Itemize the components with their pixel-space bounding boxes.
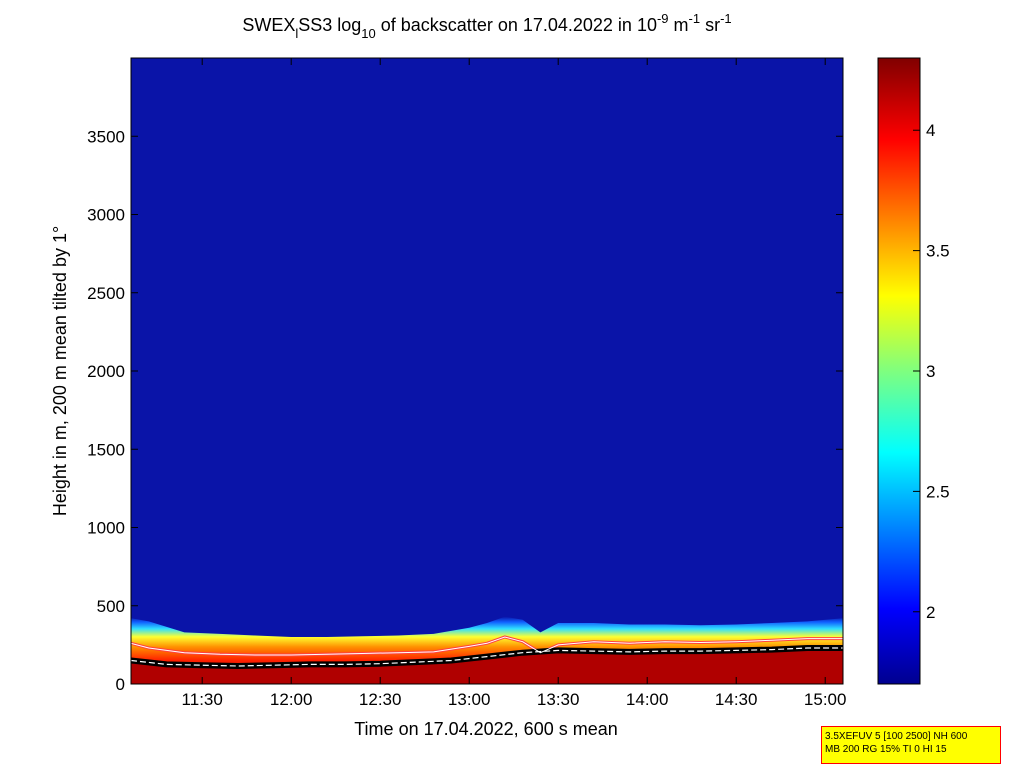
colorbar-tick-label: 2 [926,603,935,622]
info-line-2: MB 200 RG 15% TI 0 HI 15 [825,744,947,755]
y-tick-label: 0 [116,675,125,694]
title-sup-d: -1 [689,11,701,26]
title-sup-c: -9 [657,11,669,26]
backscatter-field [131,58,843,684]
x-tick-label: 15:00 [804,690,847,709]
processing-info-box: 3.5XEFUV 5 [100 2500] NH 600 MB 200 RG 1… [821,726,1001,764]
y-tick-label: 3000 [87,206,125,225]
plot-area [131,58,843,684]
x-tick-label: 13:00 [448,690,491,709]
title-sup-e: -1 [720,11,732,26]
y-tick-label: 1000 [87,519,125,538]
x-axis-label: Time on 17.04.2022, 600 s mean [354,719,618,739]
title-part-a: SWEX [242,15,295,35]
x-tick-label: 13:30 [537,690,580,709]
title-part-c: of backscatter on 17.04.2022 in 10 [376,15,657,35]
info-line-1: 3.5XEFUV 5 [100 2500] NH 600 [825,731,968,742]
title-sub-b: 10 [361,26,375,41]
layer-peak-highlight [131,636,843,656]
y-axis: 0 500 1000 1500 2000 2500 3000 3500 [87,127,843,694]
colorbar-axis: 2 2.5 3 3.5 4 [913,121,950,622]
title-part-d: m [669,15,689,35]
cloud-base-line [131,647,843,667]
y-tick-label: 2500 [87,284,125,303]
y-tick-label: 2000 [87,362,125,381]
y-tick-label: 3500 [87,127,125,146]
title-sub-a: l [295,26,298,41]
chart-title: SWEXlSS3 log10 of backscatter on 17.04.2… [242,11,731,41]
ground-layer [131,648,843,684]
colorbar-tick-label: 3 [926,362,935,381]
x-tick-label: 12:00 [270,690,313,709]
title-part-e: sr [700,15,720,35]
x-axis: 11:30 12:00 12:30 13:00 13:30 14:00 14:30 15:00 [182,58,847,709]
x-tick-label: 11:30 [182,690,223,709]
x-tick-label: 14:00 [626,690,669,709]
colorbar-tick-label: 3.5 [926,242,950,261]
y-tick-label: 500 [97,597,125,616]
title-part-b: SS3 log [298,15,361,35]
colorbar-tick-label: 4 [926,121,935,140]
x-tick-label: 14:30 [715,690,758,709]
colorbar-tick-label: 2.5 [926,482,950,501]
y-axis-label: Height in m, 200 m mean tilted by 1° [50,226,70,516]
x-tick-label: 12:30 [359,690,402,709]
y-tick-label: 1500 [87,440,125,459]
